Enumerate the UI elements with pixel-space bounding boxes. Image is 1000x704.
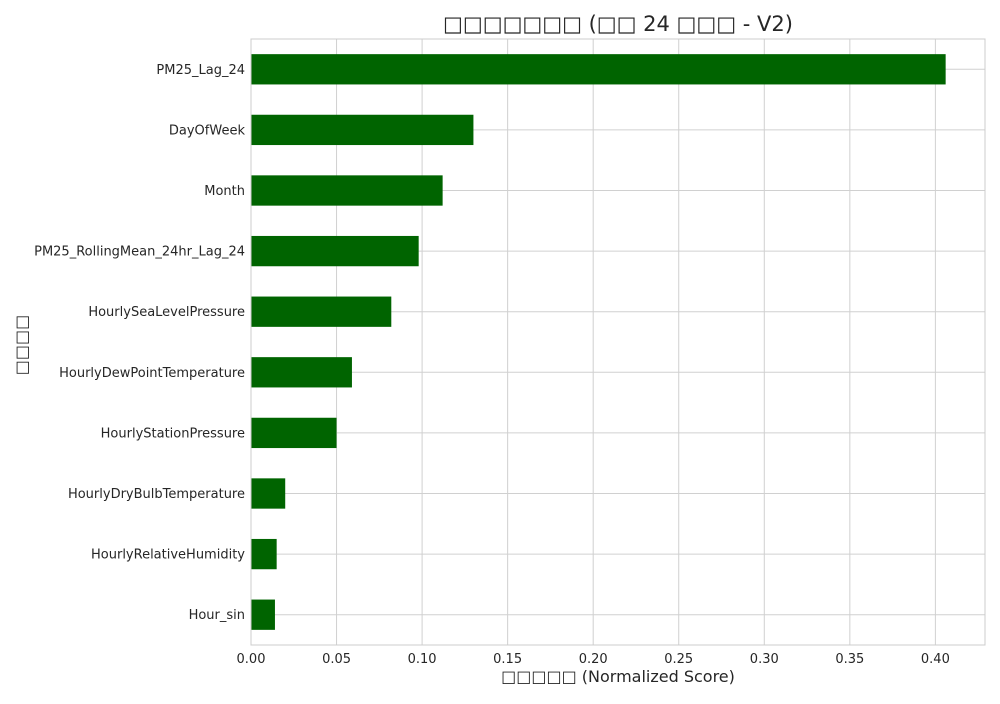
chart-title: □□□□□□□ (□□ 24 □□□ - V2) (443, 12, 793, 36)
y-tick-label: HourlyRelativeHumidity (91, 548, 245, 563)
bar-month (251, 175, 443, 206)
x-tick-label: 0.00 (237, 652, 266, 667)
x-tick-label: 0.15 (493, 652, 522, 667)
y-axis-label: □□□□ (12, 315, 31, 375)
bar-dayofweek (251, 114, 474, 146)
bar-hourlystationpressure (251, 417, 337, 449)
y-tick-label: HourlyDewPointTemperature (59, 366, 245, 381)
x-tick-labels: 0.00 0.05 0.10 0.15 0.20 0.25 0.30 0.35 0.40 (237, 652, 950, 667)
x-tick-label: 0.40 (921, 652, 950, 667)
x-tick-label: 0.10 (408, 652, 437, 667)
y-tick-label: PM25_Lag_24 (156, 63, 245, 78)
bar-pm25-rollingmean-24hr-lag-24 (251, 235, 419, 267)
plot-frame (250, 38, 986, 646)
bar-pm25-lag-24 (251, 54, 946, 85)
y-tick-label: DayOfWeek (169, 123, 246, 138)
x-tick-label: 0.05 (322, 652, 351, 667)
y-tick-labels: PM25_Lag_24 DayOfWeek Month PM25_RollingMea… (34, 63, 245, 623)
bar-hourlydrybulbtemperature (251, 478, 286, 509)
y-tick-label: HourlySeaLevelPressure (88, 305, 245, 320)
x-tick-label: 0.20 (579, 652, 608, 667)
bar-hourlysealevelpressure (251, 296, 392, 327)
x-tick-label: 0.35 (835, 652, 864, 667)
y-tick-label: HourlyDryBulbTemperature (68, 487, 245, 502)
x-tick-label: 0.30 (750, 652, 779, 667)
bar-hourlydewpointtemperature (251, 357, 352, 388)
bar-layer (251, 54, 946, 630)
y-tick-label: PM25_RollingMean_24hr_Lag_24 (34, 245, 245, 260)
x-axis-label: □□□□□ (Normalized Score) (501, 667, 735, 686)
bar-hourlyrelativehumidity (251, 538, 277, 570)
x-tick-label: 0.25 (664, 652, 693, 667)
y-tick-label: HourlyStationPressure (101, 426, 245, 441)
bar-hour-sin (251, 599, 275, 630)
y-tick-label: Hour_sin (189, 608, 245, 623)
y-tick-label: Month (204, 184, 245, 199)
